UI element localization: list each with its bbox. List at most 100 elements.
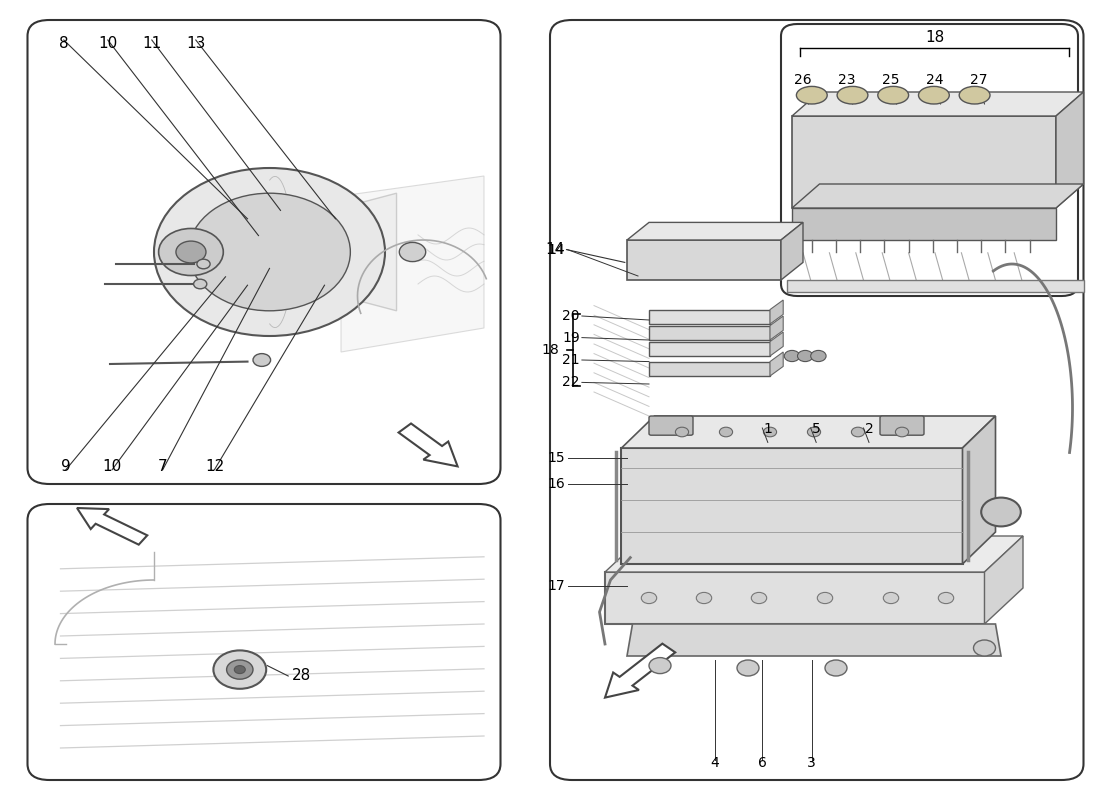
FancyArrow shape — [398, 423, 458, 466]
Circle shape — [213, 650, 266, 689]
Ellipse shape — [796, 86, 827, 104]
Circle shape — [807, 427, 821, 437]
Polygon shape — [792, 208, 1056, 240]
Circle shape — [811, 350, 826, 362]
Text: 17: 17 — [548, 578, 565, 593]
Text: 15: 15 — [548, 450, 565, 465]
Ellipse shape — [837, 86, 868, 104]
Polygon shape — [627, 240, 781, 280]
Circle shape — [895, 427, 909, 437]
Text: 3: 3 — [807, 755, 816, 770]
Text: 19: 19 — [562, 330, 580, 345]
Polygon shape — [605, 572, 984, 624]
Ellipse shape — [959, 86, 990, 104]
Text: 11: 11 — [142, 36, 162, 51]
Circle shape — [253, 354, 271, 366]
Polygon shape — [962, 416, 996, 564]
Circle shape — [737, 660, 759, 676]
Polygon shape — [984, 536, 1023, 624]
Circle shape — [851, 427, 865, 437]
Circle shape — [719, 427, 733, 437]
Ellipse shape — [878, 86, 909, 104]
Text: eurospares: eurospares — [160, 642, 336, 670]
Polygon shape — [333, 193, 396, 310]
Polygon shape — [792, 116, 1056, 208]
Ellipse shape — [918, 86, 949, 104]
Polygon shape — [1056, 92, 1084, 208]
Polygon shape — [770, 352, 783, 376]
Polygon shape — [781, 222, 803, 280]
Polygon shape — [649, 310, 770, 324]
Text: 5: 5 — [812, 422, 821, 436]
Polygon shape — [649, 342, 770, 356]
Text: eurospares: eurospares — [160, 290, 336, 318]
Text: 12: 12 — [205, 458, 224, 474]
Circle shape — [158, 229, 223, 275]
Circle shape — [938, 592, 954, 603]
FancyArrow shape — [605, 644, 675, 698]
Circle shape — [883, 592, 899, 603]
Polygon shape — [770, 300, 783, 324]
Circle shape — [194, 279, 207, 289]
Polygon shape — [627, 624, 1001, 656]
Text: 4: 4 — [711, 755, 719, 770]
Text: 28: 28 — [292, 669, 310, 683]
Polygon shape — [792, 92, 1084, 116]
Circle shape — [751, 592, 767, 603]
Polygon shape — [792, 184, 1084, 208]
Text: 16: 16 — [548, 477, 565, 491]
Circle shape — [399, 242, 426, 262]
Circle shape — [981, 498, 1021, 526]
Circle shape — [649, 658, 671, 674]
Text: 18: 18 — [925, 30, 944, 45]
Text: 7: 7 — [158, 458, 167, 474]
Circle shape — [176, 241, 206, 263]
Text: 18: 18 — [541, 342, 559, 357]
Circle shape — [825, 660, 847, 676]
Polygon shape — [621, 448, 962, 564]
Text: 6: 6 — [758, 755, 767, 770]
Text: 25: 25 — [882, 73, 900, 87]
Polygon shape — [605, 536, 1023, 572]
Text: 2: 2 — [865, 422, 873, 436]
FancyBboxPatch shape — [649, 416, 693, 435]
Circle shape — [784, 350, 800, 362]
FancyBboxPatch shape — [880, 416, 924, 435]
FancyBboxPatch shape — [28, 504, 500, 780]
Circle shape — [974, 640, 996, 656]
Circle shape — [675, 427, 689, 437]
FancyBboxPatch shape — [28, 20, 500, 484]
Polygon shape — [649, 362, 770, 376]
Text: 26: 26 — [794, 73, 812, 87]
Text: eurospares: eurospares — [704, 474, 880, 502]
Text: 22: 22 — [562, 375, 580, 390]
Text: 13: 13 — [186, 36, 206, 51]
Circle shape — [798, 350, 813, 362]
FancyBboxPatch shape — [550, 20, 1084, 780]
Text: 10: 10 — [102, 458, 122, 474]
Text: 9: 9 — [62, 458, 70, 474]
Polygon shape — [649, 326, 770, 340]
Text: 10: 10 — [98, 36, 118, 51]
Polygon shape — [627, 222, 803, 240]
Text: 14: 14 — [546, 242, 564, 257]
FancyArrow shape — [77, 508, 147, 545]
Circle shape — [696, 592, 712, 603]
Polygon shape — [786, 280, 1084, 292]
Circle shape — [763, 427, 777, 437]
Text: 27: 27 — [970, 73, 988, 87]
Text: 20: 20 — [562, 309, 580, 323]
Circle shape — [189, 194, 350, 310]
Polygon shape — [770, 332, 783, 356]
Text: 23: 23 — [838, 73, 856, 87]
Text: 14: 14 — [548, 242, 565, 257]
Text: 21: 21 — [562, 353, 580, 367]
FancyBboxPatch shape — [781, 24, 1078, 296]
Polygon shape — [621, 416, 996, 448]
Circle shape — [227, 660, 253, 679]
Polygon shape — [341, 176, 484, 352]
Text: 24: 24 — [926, 73, 944, 87]
Circle shape — [154, 168, 385, 336]
Text: eurospares: eurospares — [704, 194, 880, 222]
Circle shape — [197, 259, 210, 269]
